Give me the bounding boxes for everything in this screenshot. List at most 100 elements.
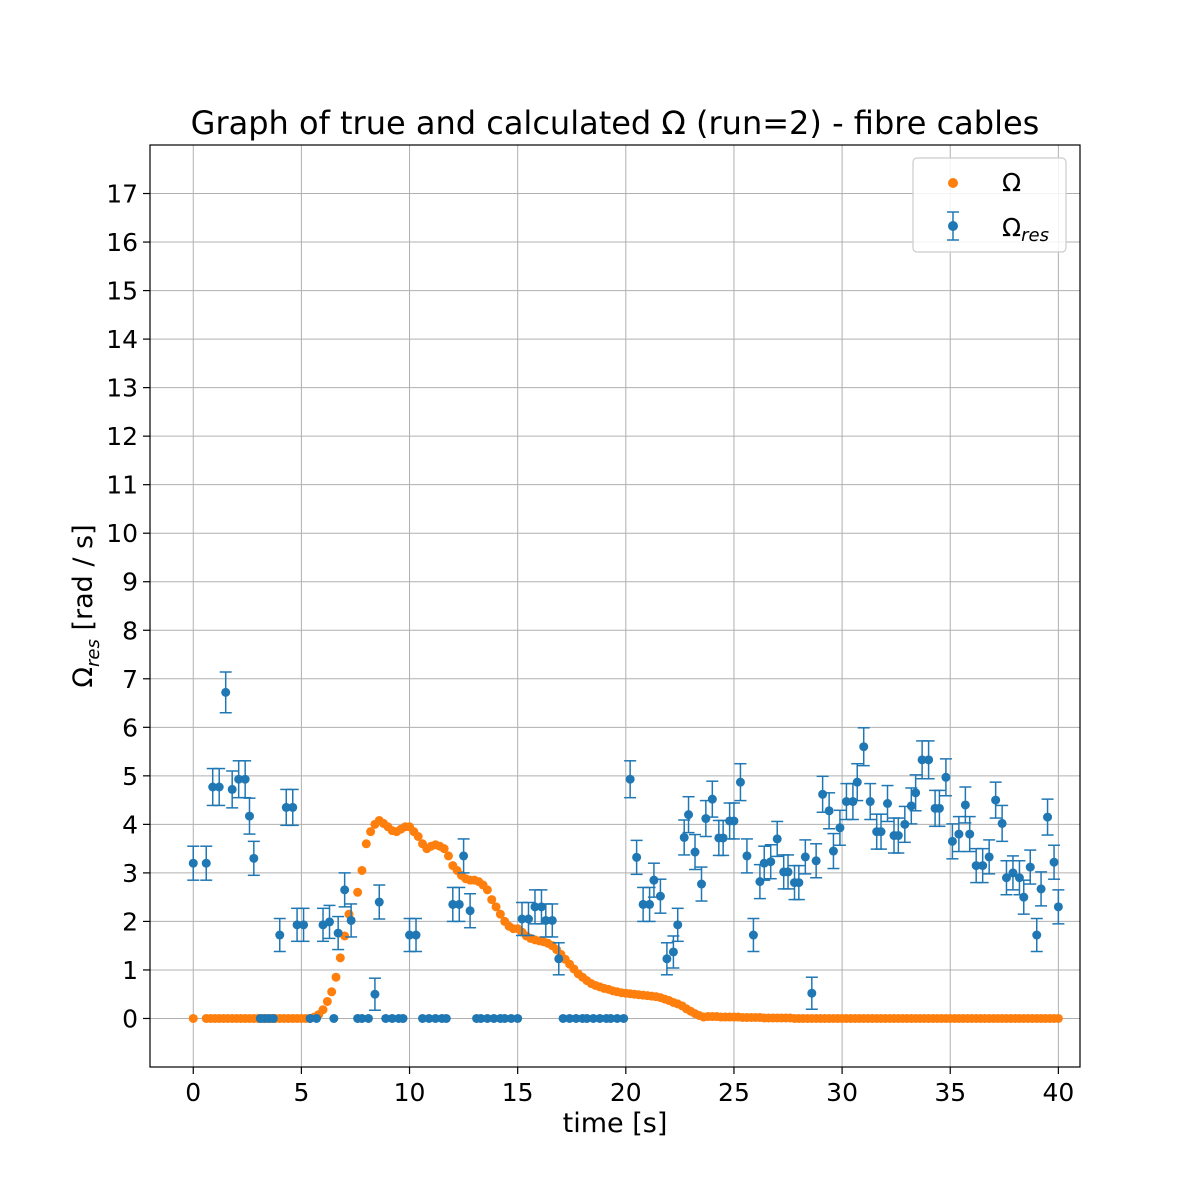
- omega-res-point: [941, 772, 951, 782]
- omega-res-point: [632, 852, 642, 862]
- omega-res-point: [476, 1013, 486, 1023]
- y-tick-label: 2: [122, 907, 138, 936]
- omega-res-point: [1032, 930, 1042, 940]
- legend-label-omega-symbol: Ω: [1002, 168, 1021, 197]
- omega-res-point: [465, 906, 475, 916]
- y-axis-label-unit: [rad / s]: [68, 524, 99, 639]
- omega-res-point: [668, 947, 678, 957]
- axes-frame: [149, 144, 1081, 1068]
- omega-res-point: [783, 867, 793, 877]
- omega-point: [335, 953, 345, 963]
- legend-label-omega-res-symbol: Ω: [1002, 213, 1021, 242]
- y-tick-label: 11: [106, 471, 138, 500]
- omega-res-point: [766, 857, 776, 867]
- x-tick-label: 15: [502, 1078, 534, 1107]
- omega-point: [327, 987, 337, 997]
- omega-res-point: [387, 1013, 397, 1023]
- omega-res-point: [500, 1013, 510, 1023]
- omega-res-point: [991, 795, 1001, 805]
- omega-res-point: [363, 1013, 373, 1023]
- omega-res-point: [971, 861, 981, 871]
- omega-res-point: [911, 788, 921, 798]
- omega-res-point: [662, 954, 672, 964]
- omega-res-point: [748, 930, 758, 940]
- omega-res-point: [288, 802, 298, 812]
- y-tick-label: 10: [106, 519, 138, 548]
- omega-res-point: [818, 789, 828, 799]
- omega-res-point: [513, 1013, 523, 1023]
- omega-res-point: [673, 920, 683, 930]
- y-tick-label: 3: [122, 859, 138, 888]
- legend-label-omega-res-subscript: res: [1021, 225, 1049, 246]
- x-tick-label: 40: [1042, 1078, 1074, 1107]
- omega-res-point: [1008, 868, 1018, 878]
- legend: Ω Ωres: [912, 157, 1067, 253]
- legend-point: [948, 221, 958, 231]
- y-tick-label: 7: [122, 665, 138, 694]
- omega-res-point: [565, 1013, 575, 1023]
- omega-res-point: [325, 917, 335, 927]
- omega-res-point: [523, 914, 533, 924]
- omega-res-point: [1043, 812, 1053, 822]
- omega-res-point: [852, 777, 862, 787]
- omega-point: [331, 972, 341, 982]
- omega-res-point: [865, 797, 875, 807]
- omega-res-point: [595, 1013, 605, 1023]
- omega-res-point: [619, 1013, 629, 1023]
- chart-title: Graph of true and calculated Ω (run=2) -…: [191, 104, 1040, 142]
- omega-res-point: [638, 899, 648, 909]
- x-tick-label: 25: [718, 1078, 750, 1107]
- omega-res-point: [772, 834, 782, 844]
- omega-res-point: [558, 1013, 568, 1023]
- omega-res-point: [312, 1013, 322, 1023]
- omega-res-point: [859, 742, 869, 752]
- x-axis-ticks: 0 5 10 15 20 25 30 35 40: [185, 1067, 1074, 1107]
- legend-label-omega: Ω: [1002, 168, 1021, 197]
- omega-res-point: [735, 777, 745, 787]
- y-tick-label: 1: [122, 956, 138, 985]
- omega-res-point: [571, 1013, 581, 1023]
- omega-point: [491, 902, 501, 912]
- omega-res-point: [430, 1013, 440, 1023]
- y-tick-label: 14: [106, 325, 138, 354]
- omega-res-point: [227, 784, 237, 794]
- omega-res-point: [690, 847, 700, 857]
- omega-res-point: [954, 829, 964, 839]
- series-omega: [188, 815, 1063, 1023]
- x-tick-label: 30: [826, 1078, 858, 1107]
- omega-res-point: [997, 818, 1007, 828]
- omega-res-point: [794, 878, 804, 888]
- omega-res-point: [729, 816, 739, 826]
- omega-res-point: [679, 832, 689, 842]
- omega-res-point: [1025, 862, 1035, 872]
- omega-point: [439, 844, 449, 854]
- omega-res-point: [530, 902, 540, 912]
- omega-res-point: [1036, 884, 1046, 894]
- omega-res-point: [541, 915, 551, 925]
- x-tick-label: 0: [185, 1078, 201, 1107]
- omega-res-point: [588, 1013, 598, 1023]
- omega-res-point: [1001, 873, 1011, 883]
- omega-res-point: [299, 920, 309, 930]
- omega-res-point: [649, 875, 659, 885]
- omega-res-point: [978, 861, 988, 871]
- omega-point: [318, 1005, 328, 1015]
- omega-res-point: [459, 851, 469, 861]
- y-tick-label: 13: [106, 374, 138, 403]
- omega-res-point: [841, 797, 851, 807]
- legend-marker-omega-res: [947, 211, 959, 241]
- y-axis-label: Ωres [rad / s]: [68, 524, 104, 687]
- omega-res-point: [370, 989, 380, 999]
- y-axis-label-symbol: Ω: [68, 667, 99, 688]
- omega-point: [443, 851, 453, 861]
- y-tick-label: 17: [106, 180, 138, 209]
- omega-res-point: [411, 930, 421, 940]
- omega-res-point: [984, 852, 994, 862]
- omega-res-point: [1019, 892, 1029, 902]
- omega-res-point: [848, 797, 858, 807]
- omega-res-point: [374, 897, 384, 907]
- y-tick-label: 15: [106, 277, 138, 306]
- omega-res-point: [482, 1013, 492, 1023]
